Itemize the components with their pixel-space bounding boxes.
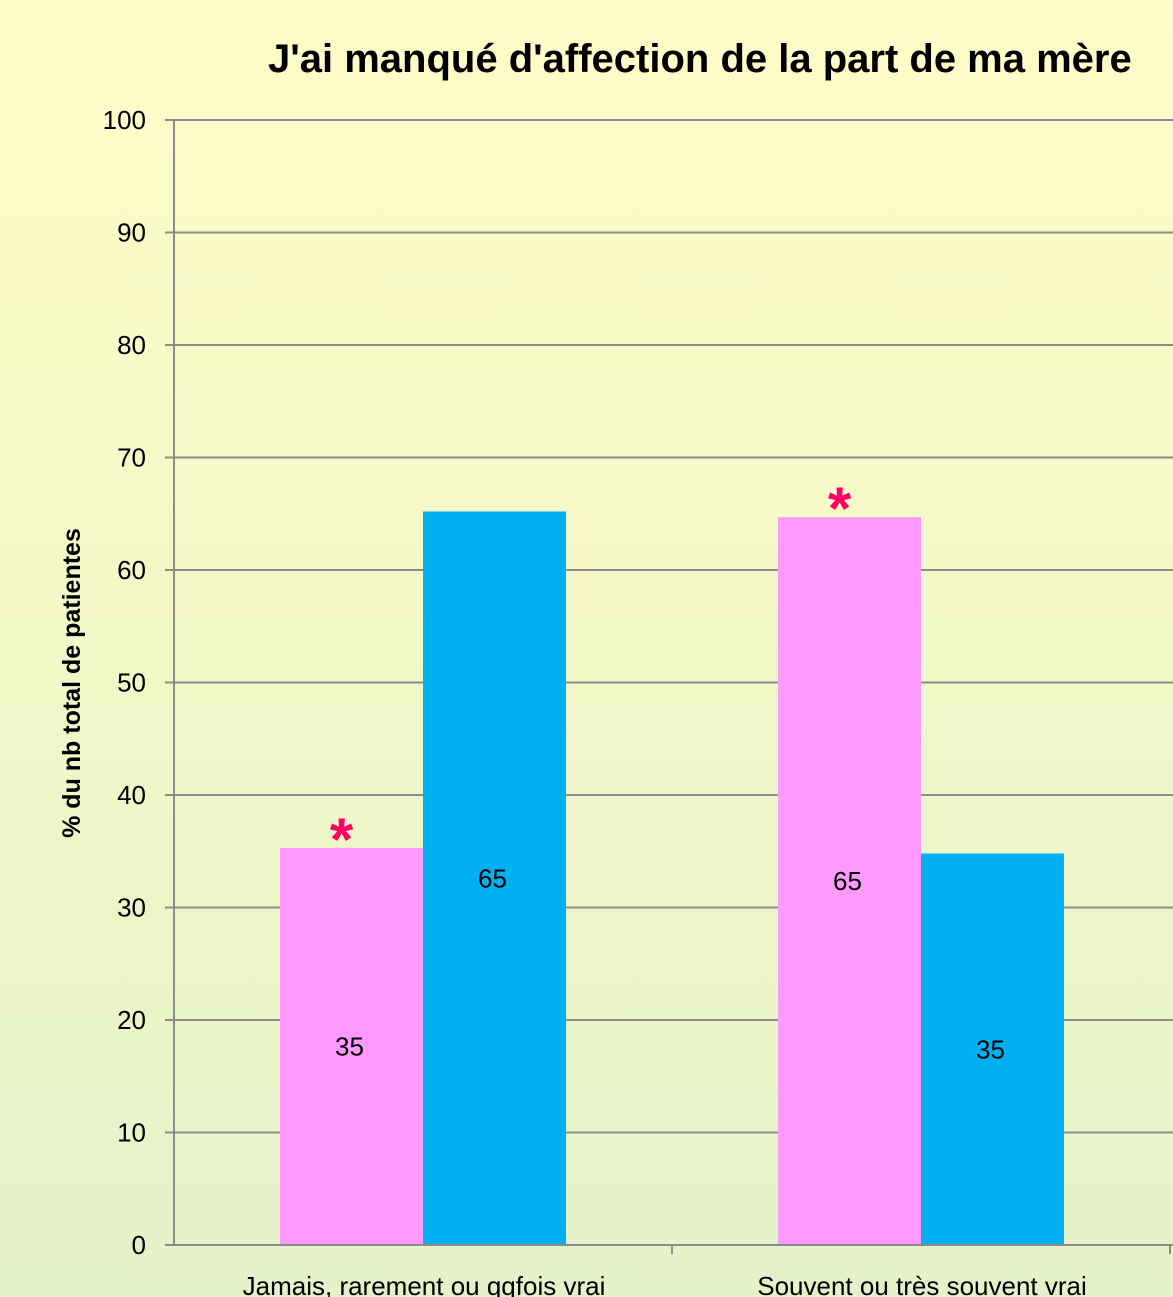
data-label: 65 [478,863,507,893]
chart-title: J'ai manqué d'affection de la part de ma… [268,37,1132,81]
y-tick-label: 50 [117,668,146,698]
bar [280,847,423,1245]
data-label: 35 [976,1034,1005,1064]
bar [921,853,1064,1245]
y-tick-label: 10 [117,1118,146,1148]
y-tick-label: 30 [117,893,146,923]
y-tick-label: 0 [132,1230,146,1260]
data-label: 65 [833,866,862,896]
y-tick-label: 90 [117,218,146,248]
bar [778,517,921,1245]
significance-asterisk: * [828,475,852,542]
y-tick-label: 20 [117,1005,146,1035]
data-label: 35 [335,1031,364,1061]
y-tick-label: 70 [117,443,146,473]
bar [423,511,566,1245]
bars [280,511,1064,1245]
y-tick-label: 80 [117,330,146,360]
y-axis-label: % du nb total de patientes [58,528,86,838]
axes [165,119,1173,1254]
labels: 0 10 20 30 40 50 60 70 80 90 100 35 65 Jamais, rareme… [103,105,1087,1297]
y-tick-label: 40 [117,780,146,810]
y-tick-label: 100 [103,105,146,135]
x-category-label: Jamais, rarement ou qqfois vrai [243,1271,606,1297]
x-category-label: Souvent ou très souvent vrai [757,1271,1087,1297]
significance-asterisk: * [330,806,354,873]
y-tick-label: 60 [117,555,146,585]
